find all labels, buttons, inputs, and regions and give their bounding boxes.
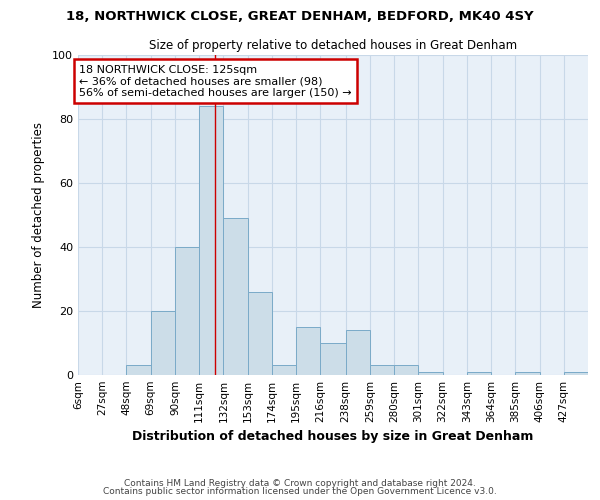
- Bar: [418, 372, 443, 375]
- Bar: [223, 218, 248, 375]
- X-axis label: Distribution of detached houses by size in Great Denham: Distribution of detached houses by size …: [133, 430, 533, 444]
- Bar: [151, 311, 175, 375]
- Bar: [175, 247, 199, 375]
- Text: 18, NORTHWICK CLOSE, GREAT DENHAM, BEDFORD, MK40 4SY: 18, NORTHWICK CLOSE, GREAT DENHAM, BEDFO…: [66, 10, 534, 23]
- Text: Contains public sector information licensed under the Open Government Licence v3: Contains public sector information licen…: [103, 487, 497, 496]
- Bar: [127, 366, 151, 375]
- Bar: [394, 366, 418, 375]
- Bar: [296, 327, 320, 375]
- Y-axis label: Number of detached properties: Number of detached properties: [32, 122, 45, 308]
- Text: Contains HM Land Registry data © Crown copyright and database right 2024.: Contains HM Land Registry data © Crown c…: [124, 478, 476, 488]
- Bar: [199, 106, 223, 375]
- Bar: [272, 366, 296, 375]
- Title: Size of property relative to detached houses in Great Denham: Size of property relative to detached ho…: [149, 40, 517, 52]
- Text: 18 NORTHWICK CLOSE: 125sqm
← 36% of detached houses are smaller (98)
56% of semi: 18 NORTHWICK CLOSE: 125sqm ← 36% of deta…: [79, 64, 352, 98]
- Bar: [320, 343, 346, 375]
- Bar: [370, 366, 394, 375]
- Bar: [564, 372, 588, 375]
- Bar: [248, 292, 272, 375]
- Bar: [346, 330, 370, 375]
- Bar: [467, 372, 491, 375]
- Bar: [515, 372, 539, 375]
